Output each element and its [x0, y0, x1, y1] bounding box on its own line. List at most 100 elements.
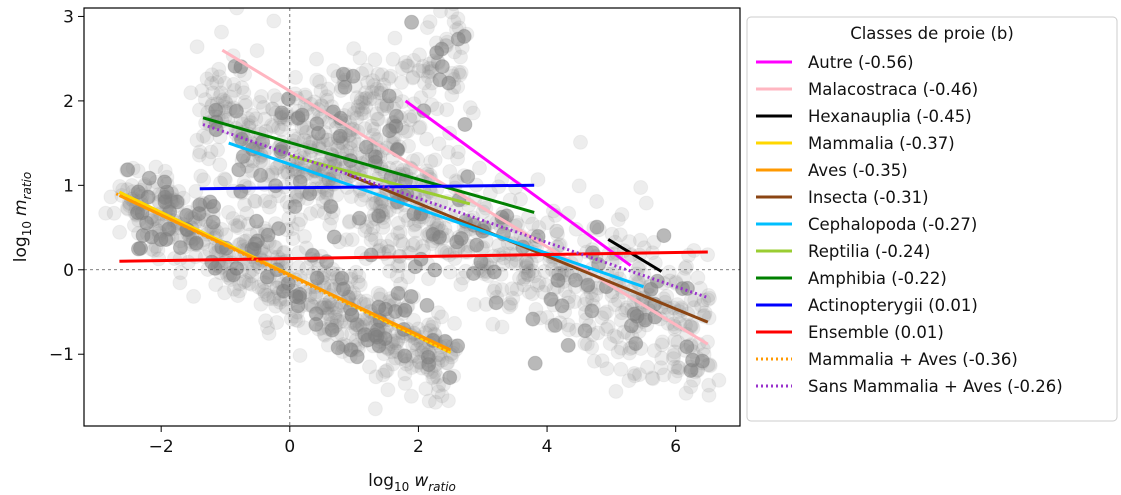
scatter-point — [244, 276, 260, 292]
scatter-point — [580, 277, 596, 293]
scatter-point — [631, 324, 647, 339]
scatter-point — [276, 283, 291, 299]
scatter-point — [217, 75, 233, 91]
scatter-point — [381, 202, 397, 218]
scatter-point — [257, 111, 273, 127]
scatter-point — [403, 388, 419, 404]
scatter-point — [376, 214, 392, 230]
scatter-point — [351, 210, 367, 226]
scatter-point — [491, 238, 506, 254]
scatter-point — [386, 114, 402, 130]
scatter-point — [192, 102, 207, 118]
scatter-point — [422, 64, 437, 80]
scatter-point — [359, 90, 375, 106]
scatter-point — [210, 142, 226, 158]
scatter-point — [290, 192, 306, 208]
scatter-point — [189, 39, 205, 55]
scatter-point — [309, 270, 324, 286]
scatter-point — [223, 272, 239, 287]
scatter-point — [370, 208, 386, 223]
scatter-point — [530, 172, 546, 188]
scatter-point — [349, 317, 365, 333]
scatter-point — [450, 144, 466, 160]
scatter-point — [367, 195, 383, 211]
scatter-point — [194, 83, 210, 99]
scatter-point — [687, 292, 703, 308]
scatter-point — [600, 319, 616, 335]
scatter-point — [447, 44, 462, 60]
scatter-point — [602, 336, 618, 352]
scatter-point — [281, 210, 297, 226]
scatter-point — [700, 247, 716, 263]
scatter-point — [254, 89, 269, 104]
scatter-point — [424, 63, 439, 79]
scatter-point — [375, 367, 391, 383]
legend-label-3: Mammalia (-0.37) — [808, 134, 955, 153]
scatter-point — [229, 8, 245, 16]
scatter-point — [112, 224, 128, 240]
scatter-point — [665, 351, 681, 367]
scatter-point — [434, 388, 450, 404]
scatter-point — [654, 350, 670, 366]
scatter-point — [287, 199, 303, 215]
scatter-point — [415, 63, 431, 79]
scatter-point — [148, 159, 164, 175]
scatter-point — [584, 340, 600, 355]
scatter-point — [315, 194, 331, 210]
scatter-point — [554, 298, 570, 314]
scatter-point — [365, 220, 381, 236]
scatter-point — [561, 322, 577, 338]
scatter-point — [274, 105, 290, 121]
scatter-point — [237, 94, 253, 110]
scatter-point — [214, 24, 229, 40]
scatter-point — [212, 129, 228, 145]
fit-line-0 — [404, 99, 632, 267]
scatter-point — [633, 341, 649, 356]
scatter-point — [375, 219, 391, 235]
scatter-point — [550, 279, 565, 295]
scatter-point — [370, 111, 386, 127]
scatter-point — [613, 361, 629, 377]
scatter-point — [400, 58, 416, 74]
scatter-point — [211, 254, 227, 270]
scatter-point — [255, 240, 271, 256]
scatter-point — [422, 347, 438, 362]
scatter-point — [270, 249, 286, 265]
scatter-point — [350, 102, 366, 118]
scatter-point — [401, 138, 416, 154]
scatter-point — [375, 203, 391, 219]
scatter-point — [549, 223, 565, 239]
scatter-point — [346, 315, 362, 331]
scatter-point — [245, 107, 261, 123]
scatter-point — [513, 191, 528, 207]
scatter-point — [234, 80, 250, 96]
scatter-point — [103, 189, 119, 205]
scatter-point — [119, 200, 135, 216]
scatter-point — [366, 77, 382, 93]
y-axis-label-var: m — [11, 199, 31, 216]
scatter-point — [494, 319, 510, 335]
scatter-point — [442, 370, 458, 386]
scatter-point — [260, 320, 275, 336]
scatter-point — [590, 280, 606, 296]
scatter-point — [387, 30, 403, 46]
scatter-point — [429, 216, 445, 232]
scatter-point — [279, 194, 295, 210]
scatter-point — [368, 369, 384, 385]
scatter-point — [314, 129, 330, 145]
scatter-point — [240, 152, 255, 168]
scatter-point — [343, 189, 359, 205]
scatter-point — [240, 111, 256, 127]
scatter-point — [453, 64, 469, 80]
scatter-point — [410, 349, 426, 365]
scatter-point — [349, 90, 365, 106]
scatter-point — [252, 94, 268, 110]
scatter-point — [426, 369, 442, 385]
scatter-point — [405, 337, 421, 353]
scatter-point — [538, 277, 554, 293]
scatter-point — [453, 277, 469, 292]
scatter-point — [385, 51, 401, 67]
scatter-point — [440, 144, 456, 160]
scatter-point — [353, 91, 369, 107]
scatter-point — [333, 126, 349, 142]
